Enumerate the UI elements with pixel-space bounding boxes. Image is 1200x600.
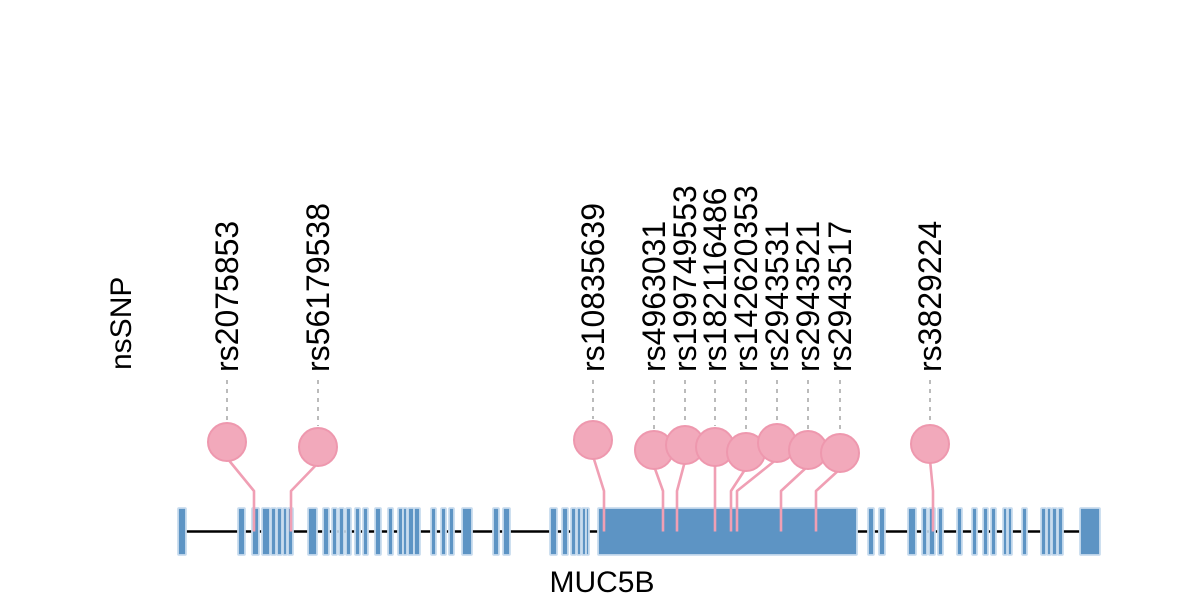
exon-box <box>576 507 582 556</box>
exon-box <box>354 507 361 556</box>
exon-box <box>261 507 271 556</box>
snp-stem <box>729 467 748 532</box>
exon-box <box>430 507 437 556</box>
exon-box <box>461 507 473 556</box>
exon-box <box>440 507 447 556</box>
exon-box <box>177 507 187 556</box>
exon-box <box>402 507 408 556</box>
exon-box <box>282 507 288 556</box>
exon-box <box>1007 507 1013 556</box>
exon-box <box>570 507 577 556</box>
exon-box <box>387 507 394 556</box>
snp-stem <box>675 460 687 532</box>
snp-label: rs2943531 <box>759 221 795 372</box>
exon-box <box>1046 507 1052 556</box>
exon-box <box>270 507 277 556</box>
snp-label: rs2943517 <box>822 221 858 372</box>
exon-box <box>867 507 875 556</box>
exon-box <box>1040 507 1047 556</box>
exon-box <box>331 507 338 556</box>
snp-label: rs2075853 <box>209 221 245 372</box>
snp-label: rs10835639 <box>575 203 611 372</box>
exon-box <box>307 507 318 556</box>
exon-box <box>276 507 283 556</box>
exon-box <box>374 507 382 556</box>
snp-stem <box>735 457 778 532</box>
snp-label: rs182116486 <box>697 188 733 372</box>
exon-box <box>492 507 500 556</box>
exon-box <box>345 507 352 556</box>
snp-marker <box>573 420 613 460</box>
exon-box <box>1021 507 1028 556</box>
exon-box <box>956 507 963 556</box>
exon-box <box>921 507 928 556</box>
snp-label: rs142620353 <box>728 185 764 372</box>
snp-stem <box>814 468 841 532</box>
gene-label: MUC5B <box>549 566 654 599</box>
exon-box <box>597 507 858 556</box>
gene-track <box>177 507 1101 556</box>
snp-stem <box>289 462 319 532</box>
snp-marker <box>207 422 247 462</box>
exon-box <box>362 507 369 556</box>
exon-box <box>982 507 989 556</box>
exon-box <box>1002 507 1008 556</box>
snp-stem <box>591 455 606 532</box>
exon-box <box>937 507 944 556</box>
snp-markers <box>207 420 950 473</box>
exon-box <box>1051 507 1058 556</box>
snp-connectors <box>226 380 931 432</box>
snp-labels: rs2075853 rs56179538 rs10835639 rs4963031rs… <box>209 185 948 372</box>
exon-box <box>237 507 246 556</box>
snp-label: rs3829224 <box>912 221 948 372</box>
exon-box <box>1079 507 1101 556</box>
exon-box <box>549 507 558 556</box>
snp-marker <box>298 427 338 467</box>
exon-box <box>413 507 421 556</box>
snp-stem <box>225 457 256 532</box>
exon-box <box>990 507 997 556</box>
snp-stem <box>779 465 809 532</box>
exon-box <box>448 507 455 556</box>
snp-label: rs199749553 <box>667 185 703 372</box>
exon-box <box>878 507 886 556</box>
snp-label: rs2943521 <box>790 221 826 372</box>
snp-marker <box>820 433 860 473</box>
snp-label: rs56179538 <box>300 203 336 372</box>
snp-marker <box>910 424 950 464</box>
exon-box <box>907 507 917 556</box>
snp-label: rs4963031 <box>636 221 672 372</box>
snp-stem <box>928 459 935 532</box>
exon-box <box>502 507 511 556</box>
exon-box <box>561 507 569 556</box>
exon-box <box>338 507 345 556</box>
exon-box <box>585 507 590 556</box>
snp-stems <box>225 455 935 532</box>
snp-stem <box>652 465 665 532</box>
exon-box <box>322 507 330 556</box>
exon-box <box>971 507 978 556</box>
exon-box <box>1057 507 1064 556</box>
y-axis-label: nsSNP <box>105 277 138 370</box>
